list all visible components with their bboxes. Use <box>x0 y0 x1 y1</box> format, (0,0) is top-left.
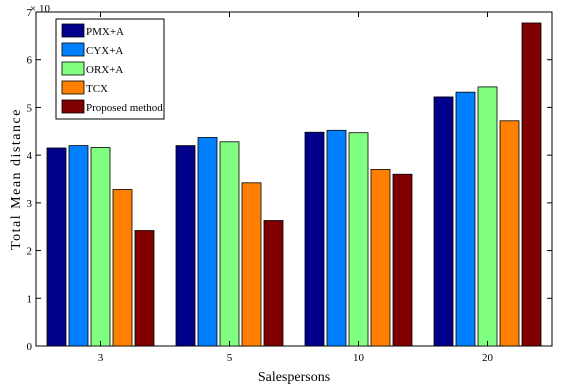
y-tick-label: 7 <box>27 7 33 19</box>
y-axis-ticks: 0 1 2 3 4 5 6 7 <box>27 7 552 353</box>
y-tick-label: 6 <box>27 55 33 67</box>
bar-group <box>46 22 542 347</box>
y-tick-label: 4 <box>27 150 33 162</box>
x-tick-label: 3 <box>98 352 104 364</box>
bar-cyx-a-10 <box>326 129 347 347</box>
legend: PMX+A CYX+A ORX+A TCX Proposed method <box>55 18 165 120</box>
legend-swatch <box>61 99 85 114</box>
bar-orx-a-20 <box>477 86 498 347</box>
y-tick-label: 5 <box>27 102 33 114</box>
bar-cyx-a-3 <box>68 145 89 347</box>
legend-label: Proposed method <box>86 102 163 114</box>
legend-label: ORX+A <box>86 64 123 76</box>
x-axis-label: Salespersons <box>258 370 330 385</box>
legend-swatch <box>61 61 85 76</box>
y-axis-exponent: × 10 <box>30 3 50 15</box>
legend-swatch <box>61 42 85 57</box>
bar-proposed-method-5 <box>263 220 284 347</box>
legend-swatch <box>61 23 85 38</box>
y-tick-label: 2 <box>27 246 33 258</box>
y-tick-label: 3 <box>27 198 33 210</box>
bar-pmx-a-10 <box>304 131 325 347</box>
x-axis-ticks: 3 5 10 20 <box>98 12 494 364</box>
x-tick-label: 5 <box>227 352 233 364</box>
x-tick-label: 10 <box>353 352 365 364</box>
bar-orx-a-5 <box>219 141 240 347</box>
bar-cyx-a-20 <box>455 91 476 347</box>
bar-proposed-method-20 <box>521 22 542 347</box>
bar-tcx-10 <box>370 169 391 347</box>
bar-pmx-a-20 <box>433 96 454 347</box>
legend-label: TCX <box>86 83 108 95</box>
bar-orx-a-10 <box>348 132 369 347</box>
bar-tcx-20 <box>499 120 520 347</box>
bar-tcx-5 <box>241 182 262 347</box>
legend-label: CYX+A <box>86 45 123 57</box>
y-tick-label: 0 <box>27 341 33 353</box>
bar-pmx-a-5 <box>175 145 196 347</box>
legend-label: PMX+A <box>86 26 124 38</box>
bar-cyx-a-5 <box>197 137 218 347</box>
bar-proposed-method-3 <box>134 230 155 347</box>
bar-orx-a-3 <box>90 147 111 347</box>
y-tick-label: 1 <box>27 293 33 305</box>
bar-pmx-a-3 <box>46 147 67 347</box>
x-tick-label: 20 <box>482 352 494 364</box>
y-axis-label: Total Mean distance <box>9 108 24 250</box>
bar-tcx-3 <box>112 189 133 347</box>
legend-swatch <box>61 80 85 95</box>
bar-proposed-method-10 <box>392 173 413 347</box>
